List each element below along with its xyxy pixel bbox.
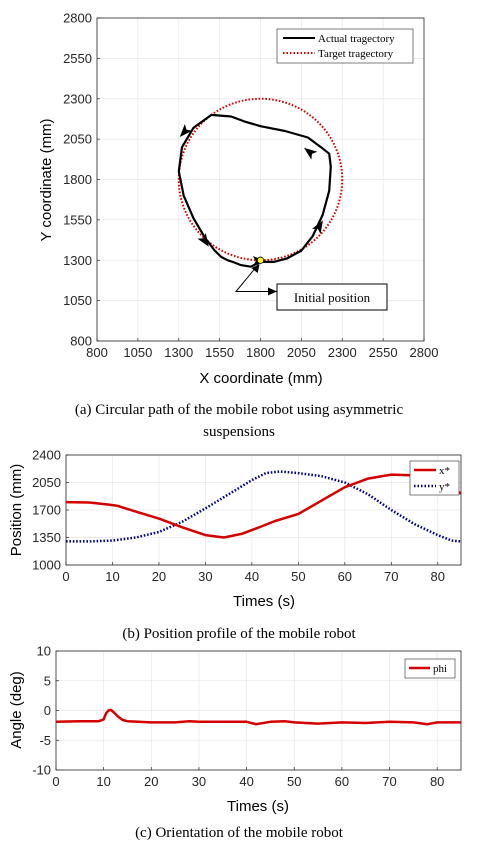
orientation-y-tick-label: -10 [32, 763, 51, 778]
position-y-tick-label: 2400 [32, 448, 61, 463]
trajectory-y-tick-label: 2550 [63, 51, 92, 66]
position-y-axis-label: Position (mm) [8, 464, 25, 557]
trajectory-x-axis-label: X coordinate (mm) [199, 370, 322, 387]
position-x-tick-label: 70 [384, 569, 398, 584]
trajectory-legend: Actual tragectory Target tragectory [276, 28, 414, 64]
trajectory-y-tick-label: 2300 [63, 91, 92, 106]
trajectory-x-tick-label: 2550 [369, 345, 398, 360]
trajectory-x-tick-label: 1550 [205, 345, 234, 360]
position-legend: x* y* [409, 460, 460, 496]
trajectory-y-tick-label: 2800 [63, 11, 92, 26]
position-caption: (b) Position profile of the mobile robot [122, 626, 356, 642]
position-y-tick-label: 1700 [32, 503, 61, 518]
actual-trajectory-line [177, 113, 332, 268]
orientation-y-tick-label: 5 [44, 673, 51, 688]
trajectory-x-tick-label: 1300 [164, 345, 193, 360]
trajectory-x-tick-label: 2300 [328, 345, 357, 360]
orientation-x-tick-label: 0 [52, 774, 59, 789]
legend-label-target: Target tragectory [318, 48, 394, 60]
position-y-tick-label: 1350 [32, 530, 61, 545]
position-x-tick-label: 40 [245, 569, 259, 584]
trajectory-series [177, 97, 344, 296]
trajectory-panel: 800 1050 1300 1550 1800 2050 2300 2550 2800 800 10… [38, 11, 438, 440]
position-legend-box [409, 460, 460, 496]
orientation-x-tick-label: 60 [335, 774, 349, 789]
trajectory-y-tick-label: 1300 [63, 253, 92, 268]
trajectory-x-tick-label: 2800 [410, 345, 439, 360]
initial-position-marker [256, 256, 265, 264]
trajectory-caption-line-1: (a) Circular path of the mobile robot us… [75, 402, 404, 418]
trajectory-x-tick-label: 800 [86, 345, 108, 360]
initial-position-label: Initial position [294, 290, 371, 305]
trajectory-y-tick-label: 1550 [63, 212, 92, 227]
initial-position-leader [234, 263, 277, 293]
orientation-x-tick-label: 30 [192, 774, 206, 789]
trajectory-y-axis-label: Y coordinate (mm) [38, 118, 55, 241]
trajectory-y-tick-label: 1800 [63, 172, 92, 187]
orientation-y-tick-label: -5 [39, 733, 51, 748]
orientation-x-tick-label: 70 [382, 774, 396, 789]
trajectory-caption-line-2: suspensions [203, 424, 275, 440]
orientation-ticks: 0 10 20 30 40 50 60 70 80 -10 -5 0 5 10 [32, 644, 444, 789]
orientation-x-tick-label: 80 [430, 774, 444, 789]
phi-angle-line [55, 708, 461, 726]
position-x-tick-label: 20 [152, 569, 166, 584]
trajectory-x-tick-label: 1800 [246, 345, 275, 360]
orientation-x-tick-label: 50 [287, 774, 301, 789]
target-trajectory-circle [177, 97, 344, 262]
trajectory-ticks: 800 1050 1300 1550 1800 2050 2300 2550 2800 800 10… [63, 11, 438, 360]
orientation-legend: phi [404, 658, 456, 679]
orientation-caption: (c) Orientation of the mobile robot [135, 825, 344, 841]
position-series [65, 470, 462, 543]
orientation-series [55, 708, 461, 726]
orientation-y-axis-label: Angle (deg) [8, 671, 25, 749]
orientation-panel: 0 10 20 30 40 50 60 70 80 -10 -5 0 5 10 phi Times (s)… [8, 644, 462, 841]
position-y-tick-label: 2050 [32, 475, 61, 490]
legend-label-y: y* [439, 481, 450, 493]
orientation-x-tick-label: 20 [144, 774, 158, 789]
trajectory-direction-arrow [197, 233, 209, 247]
trajectory-direction-arrow [311, 220, 323, 235]
orientation-x-axis-label: Times (s) [227, 798, 289, 815]
orientation-x-tick-label: 40 [239, 774, 253, 789]
trajectory-y-tick-label: 800 [70, 334, 92, 349]
position-x-tick-label: 10 [105, 569, 119, 584]
position-x-tick-label: 60 [338, 569, 352, 584]
orientation-grid [55, 650, 461, 771]
orientation-y-tick-label: 0 [44, 703, 51, 718]
initial-position-annotation: Initial position [234, 263, 388, 311]
orientation-y-tick-label: 10 [37, 644, 51, 659]
legend-label-actual: Actual tragectory [318, 33, 395, 45]
position-y-tick-label: 1000 [32, 558, 61, 573]
position-x-tick-label: 50 [291, 569, 305, 584]
position-grid [65, 454, 461, 566]
trajectory-y-tick-label: 1050 [63, 293, 92, 308]
position-panel: 0 10 20 30 40 50 60 70 80 1000 1350 1700 2050 2400 x*… [8, 448, 462, 642]
legend-label-x: x* [439, 465, 450, 477]
trajectory-direction-arrow [303, 147, 318, 160]
position-x-tick-label: 80 [431, 569, 445, 584]
trajectory-x-tick-label: 2050 [287, 345, 316, 360]
trajectory-y-tick-label: 2050 [63, 132, 92, 147]
y-position-line [66, 470, 462, 543]
trajectory-direction-arrow [179, 124, 193, 138]
position-x-tick-label: 0 [62, 569, 69, 584]
legend-label-phi: phi [433, 663, 447, 675]
position-ticks: 0 10 20 30 40 50 60 70 80 1000 1350 1700 2050 2400 [32, 448, 445, 584]
position-x-tick-label: 30 [198, 569, 212, 584]
orientation-x-tick-label: 10 [96, 774, 110, 789]
trajectory-legend-box [276, 28, 414, 64]
initial-position-box [276, 283, 388, 311]
x-position-line [65, 473, 462, 539]
position-x-axis-label: Times (s) [233, 593, 295, 610]
trajectory-x-tick-label: 1050 [123, 345, 152, 360]
